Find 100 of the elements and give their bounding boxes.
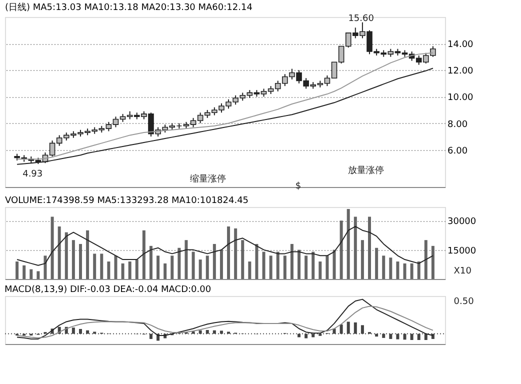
bar [298,250,301,279]
text: 0.50 [454,296,474,307]
bar [340,220,343,279]
bar [212,244,216,279]
bar [234,228,238,279]
bar [170,256,174,279]
bar [368,216,372,279]
bar [135,260,138,279]
bar [332,250,336,279]
bar [178,248,181,279]
chart-title: (日线) MA5:13.03 MA10:13.18 MA20:13.30 MA60:12.14 [5,2,253,13]
bar [93,254,96,279]
bar [121,263,124,279]
bar [149,334,152,339]
bar [100,254,104,279]
bar [184,240,188,279]
bar [220,330,223,334]
bar [375,248,378,279]
bar [396,261,400,279]
bar [86,330,90,334]
bar [382,256,386,279]
bar [375,334,378,337]
bar [212,330,216,334]
annotation: 15.60 [348,14,374,24]
bar [58,226,61,279]
y-tick-label: 10.00 [448,93,474,104]
y-tick-label: 8.00 [448,120,468,130]
annotation: $ [295,181,302,192]
bar [50,216,54,279]
bar [360,240,364,279]
bar [206,256,209,279]
bar [382,334,386,338]
bar [424,240,428,279]
bar [360,325,364,334]
text: X10 [454,266,472,276]
bar [198,260,202,279]
bar [269,256,272,279]
bar [318,261,322,279]
bar [36,271,40,279]
bar [206,330,209,334]
annotation: 4.93 [22,169,43,180]
bar [346,208,350,279]
bar [227,226,230,279]
bar [262,252,266,279]
bar [149,246,152,279]
bar [283,256,286,279]
bar [22,265,26,279]
bar [431,246,434,279]
bar [164,263,167,279]
y-tick-label: 15000 [448,246,476,256]
y-tick-label: 30000 [448,217,476,228]
bar [64,232,68,279]
bar [192,252,195,279]
line-series [16,226,434,266]
bar [198,330,202,334]
y-tick-label: 14.00 [448,40,474,50]
bar [30,269,33,279]
bar [312,252,315,279]
bar [276,252,280,279]
line-series [16,68,434,165]
bar [114,256,118,279]
y-tick-label: 6.00 [448,146,468,156]
bar [346,322,350,334]
bar [389,334,392,339]
bar [241,240,244,279]
bar [44,256,47,279]
bar [16,261,19,279]
chart-title: MACD(8,13,9) DIF:-0.03 DEA:-0.04 MACD:0.00 [4,285,212,295]
bar [354,322,357,334]
bar [340,324,343,334]
bar [220,250,223,279]
bar [424,334,428,340]
bar [78,244,82,279]
bar [326,256,329,279]
chart-title: VOLUME:174398.59 MA5:133293.28 MA10:101824.45 [5,196,249,206]
bar [403,263,406,279]
annotation: 放量涨停 [348,165,384,176]
bar [417,334,420,340]
bar [332,328,336,334]
bar [396,334,400,340]
y-tick-label: 12.00 [448,66,474,77]
bar [255,244,258,279]
bar [410,263,414,279]
bar [107,261,110,279]
bar [417,261,420,279]
bar [128,261,132,279]
bar [389,258,392,279]
bar [192,331,195,334]
bar [354,216,357,279]
bar [78,328,82,334]
bar [156,256,160,279]
bar [410,334,414,340]
bar [304,334,308,338]
bar [86,230,90,279]
bar [248,261,252,279]
bar [403,334,406,340]
bar [72,328,75,334]
bar [142,230,146,279]
bar [290,244,294,279]
annotation: 缩量涨停 [190,174,226,184]
